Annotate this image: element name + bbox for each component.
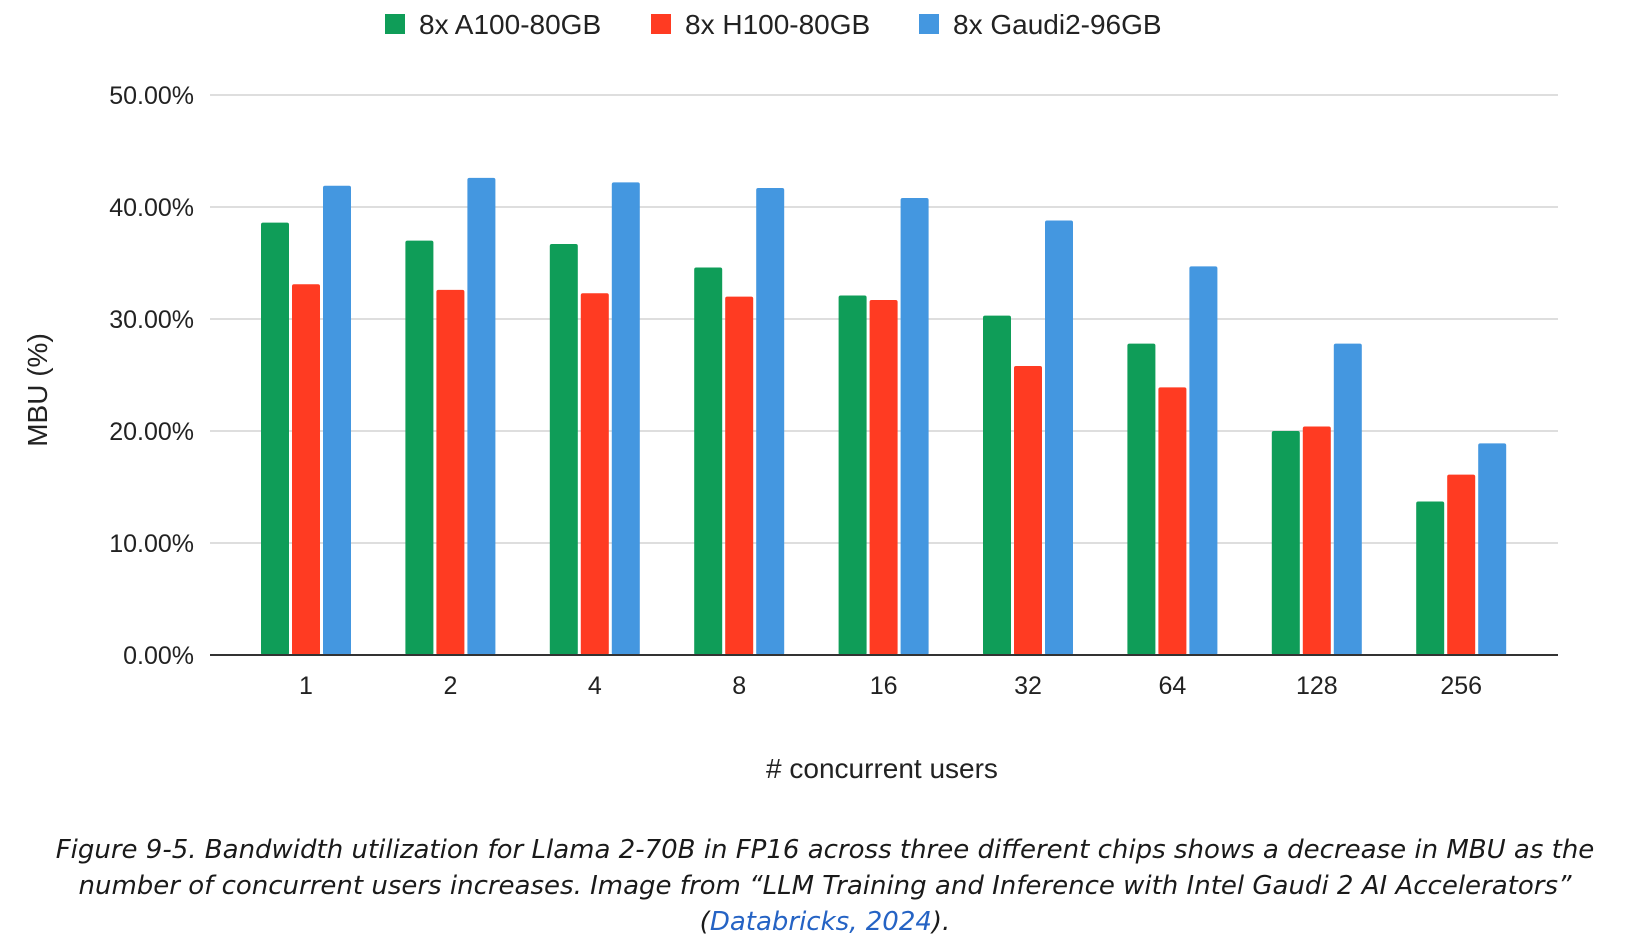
bar-8x-a100-80gb <box>1416 501 1445 655</box>
legend-swatch <box>385 14 405 34</box>
bar-8x-h100-80gb <box>292 284 320 655</box>
y-tick-label: 0.00% <box>123 642 194 670</box>
y-axis-title: MBU (%) <box>22 333 53 447</box>
bar-8x-h100-80gb <box>436 289 465 655</box>
bar-8x-h100-80gb <box>725 296 754 655</box>
bar-8x-a100-80gb <box>1271 431 1300 655</box>
caption-link[interactable]: Databricks, 2024 <box>709 907 932 937</box>
bar-8x-a100-80gb <box>694 267 723 655</box>
bar-8x-h100-80gb <box>1447 474 1476 655</box>
y-tick-label: 50.00% <box>109 82 194 110</box>
y-tick-label: 20.00% <box>109 418 194 446</box>
x-tick-label: 64 <box>1158 672 1186 700</box>
bar-8x-a100-80gb <box>838 295 867 655</box>
bar-8x-gaudi2-96gb <box>900 198 929 656</box>
bar-8x-gaudi2-96gb <box>1189 266 1218 655</box>
bar-8x-gaudi2-96gb <box>323 185 351 655</box>
legend-label: 8x H100-80GB <box>685 9 870 40</box>
bar-8x-a100-80gb <box>261 222 289 655</box>
chart-svg: 0.00% 10.00% 20.00% 30.00% 40.00% 50.00% 1 2 4 8 1… <box>22 9 1558 784</box>
caption-suffix: ). <box>931 907 951 937</box>
legend-swatch <box>651 14 671 34</box>
bar-8x-a100-80gb <box>405 240 434 655</box>
legend-swatch <box>919 14 939 34</box>
x-tick-label: 256 <box>1440 672 1482 700</box>
figure-caption: Figure 9-5. Bandwidth utilization for Ll… <box>40 832 1610 940</box>
bar-8x-h100-80gb <box>580 293 609 655</box>
bar-8x-gaudi2-96gb <box>756 187 785 655</box>
bar-8x-gaudi2-96gb <box>1333 343 1362 655</box>
bar-8x-gaudi2-96gb <box>611 182 640 656</box>
bar-8x-h100-80gb <box>1302 426 1331 655</box>
caption-text: Figure 9-5. Bandwidth utilization for Ll… <box>55 835 1595 937</box>
x-tick-label: 2 <box>443 672 457 700</box>
bar-8x-h100-80gb <box>1158 387 1187 655</box>
legend-label: 8x A100-80GB <box>419 9 601 40</box>
y-tick-label: 10.00% <box>109 530 194 558</box>
bar-chart: 0.00% 10.00% 20.00% 30.00% 40.00% 50.00% 1 2 4 8 1… <box>22 9 1558 784</box>
y-tick-label: 40.00% <box>109 194 194 222</box>
legend-label: 8x Gaudi2-96GB <box>953 9 1162 40</box>
x-tick-label: 1 <box>299 672 313 700</box>
x-tick-label: 16 <box>870 672 898 700</box>
bar-8x-gaudi2-96gb <box>1045 220 1073 655</box>
bar-8x-gaudi2-96gb <box>1478 443 1507 655</box>
x-tick-label: 4 <box>588 672 602 700</box>
bar-8x-h100-80gb <box>1014 366 1042 655</box>
x-tick-label: 128 <box>1296 672 1338 700</box>
y-tick-label: 30.00% <box>109 306 194 334</box>
x-axis-title: # concurrent users <box>766 753 998 784</box>
bar-8x-gaudi2-96gb <box>467 177 496 655</box>
bar-8x-a100-80gb <box>1127 343 1156 655</box>
bar-8x-h100-80gb <box>869 299 898 655</box>
bar-8x-a100-80gb <box>549 243 578 655</box>
x-tick-label: 32 <box>1014 672 1042 700</box>
x-tick-label: 8 <box>732 672 746 700</box>
bar-8x-a100-80gb <box>983 315 1011 655</box>
